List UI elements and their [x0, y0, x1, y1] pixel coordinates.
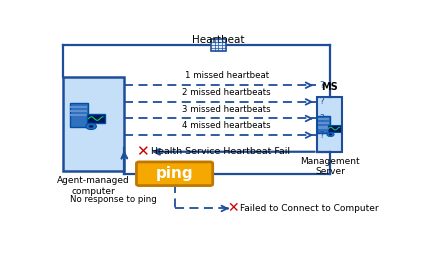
- Text: ?: ?: [320, 97, 325, 106]
- Text: Health Service Heartbeat Fail: Health Service Heartbeat Fail: [151, 147, 290, 156]
- FancyBboxPatch shape: [136, 162, 213, 186]
- FancyBboxPatch shape: [87, 114, 105, 123]
- FancyBboxPatch shape: [317, 97, 342, 152]
- Text: ✕: ✕: [136, 144, 149, 159]
- Text: ?: ?: [320, 114, 325, 123]
- FancyBboxPatch shape: [70, 114, 87, 116]
- Text: 3 missed heartbeats: 3 missed heartbeats: [182, 105, 271, 114]
- Text: Agent-managed
computer: Agent-managed computer: [57, 176, 130, 196]
- Circle shape: [329, 133, 332, 135]
- Text: 4 missed heartbeats: 4 missed heartbeats: [182, 121, 271, 130]
- FancyBboxPatch shape: [318, 122, 329, 124]
- Text: ✕: ✕: [227, 201, 239, 215]
- Text: Heartbeat: Heartbeat: [192, 35, 245, 45]
- FancyBboxPatch shape: [318, 126, 329, 129]
- FancyBboxPatch shape: [70, 103, 88, 127]
- Circle shape: [89, 125, 93, 128]
- Text: MS: MS: [322, 82, 338, 92]
- Text: 2 missed heartbeats: 2 missed heartbeats: [182, 88, 271, 97]
- Circle shape: [86, 123, 96, 130]
- Text: Management
Server: Management Server: [300, 157, 360, 176]
- Text: 1 missed heartbeat: 1 missed heartbeat: [184, 71, 269, 80]
- FancyBboxPatch shape: [328, 125, 341, 132]
- Circle shape: [327, 132, 334, 137]
- Text: ?: ?: [320, 81, 325, 90]
- FancyBboxPatch shape: [317, 116, 329, 133]
- FancyBboxPatch shape: [211, 39, 226, 51]
- FancyBboxPatch shape: [70, 106, 87, 108]
- FancyBboxPatch shape: [70, 110, 87, 112]
- FancyBboxPatch shape: [318, 118, 329, 120]
- Text: ?: ?: [320, 131, 325, 140]
- Text: ping: ping: [156, 166, 193, 181]
- FancyBboxPatch shape: [63, 77, 124, 171]
- Text: No response to ping: No response to ping: [70, 195, 156, 203]
- Text: Failed to Connect to Computer: Failed to Connect to Computer: [240, 204, 378, 213]
